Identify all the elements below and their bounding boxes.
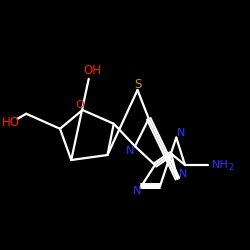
Text: S: S [134, 78, 141, 91]
Text: N: N [179, 169, 187, 179]
Text: N: N [126, 146, 134, 156]
Text: OH: OH [84, 64, 102, 76]
Text: O: O [75, 100, 84, 110]
Text: 2: 2 [228, 164, 234, 172]
Text: HO: HO [2, 116, 20, 129]
Text: NH: NH [212, 160, 228, 170]
Text: N: N [177, 128, 186, 138]
Text: N: N [132, 186, 141, 196]
